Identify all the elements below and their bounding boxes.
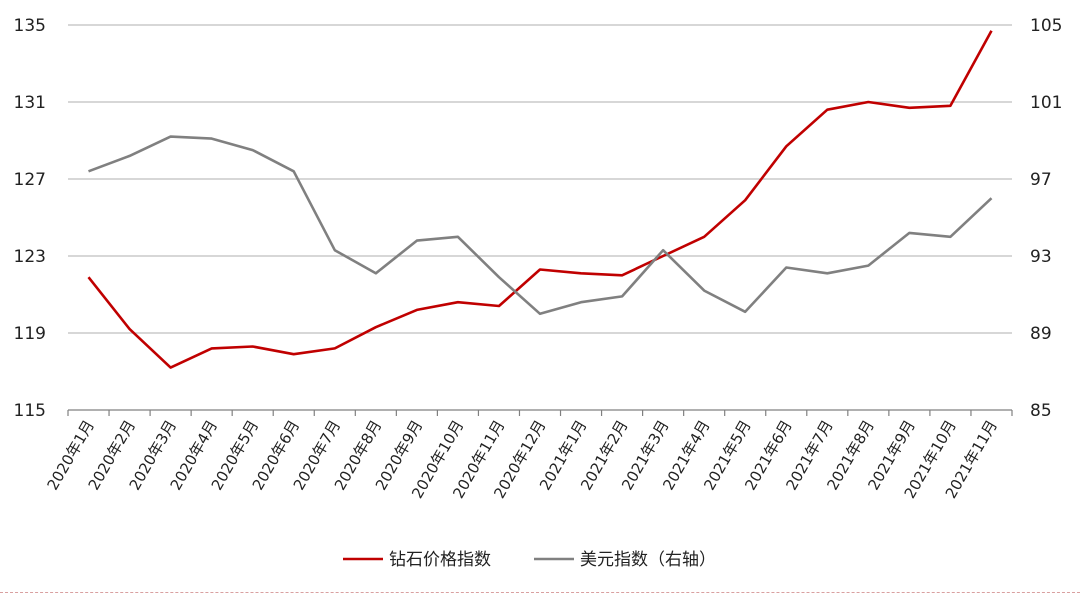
diamond-price-index-line [87, 30, 993, 369]
bottom-divider [0, 592, 1080, 593]
dollar-index-line [88, 135, 993, 316]
legend: 钻石价格指数 美元指数（右轴） [343, 550, 716, 570]
y-left-tick-label: 135 [14, 16, 46, 36]
left-y-axis-ticks: 115 119 123 127 131 135 [14, 16, 46, 421]
series-lines [87, 30, 993, 369]
y-right-tick-label: 105 [1030, 16, 1062, 36]
legend-label-diamond-price-index: 钻石价格指数 [389, 550, 491, 570]
legend-label-dollar-index: 美元指数（右轴） [580, 550, 716, 570]
right-y-axis-ticks: 85 89 93 97 101 105 [1030, 16, 1062, 421]
y-right-tick-label: 89 [1030, 324, 1052, 344]
y-left-tick-label: 131 [14, 93, 46, 113]
y-left-tick-label: 127 [14, 170, 46, 190]
y-left-tick-label: 123 [14, 247, 46, 267]
y-left-tick-label: 115 [14, 401, 46, 421]
y-left-tick-label: 119 [14, 324, 46, 344]
y-right-tick-label: 97 [1030, 170, 1052, 190]
y-right-tick-label: 85 [1030, 401, 1052, 421]
axes [67, 409, 1013, 416]
y-right-tick-label: 93 [1030, 247, 1052, 267]
x-axis-tick-labels: 2020年1月2020年2月2020年3月2020年4月2020年5月2020年… [44, 417, 1001, 502]
gridlines [68, 24, 1012, 334]
y-right-tick-label: 101 [1030, 93, 1062, 113]
